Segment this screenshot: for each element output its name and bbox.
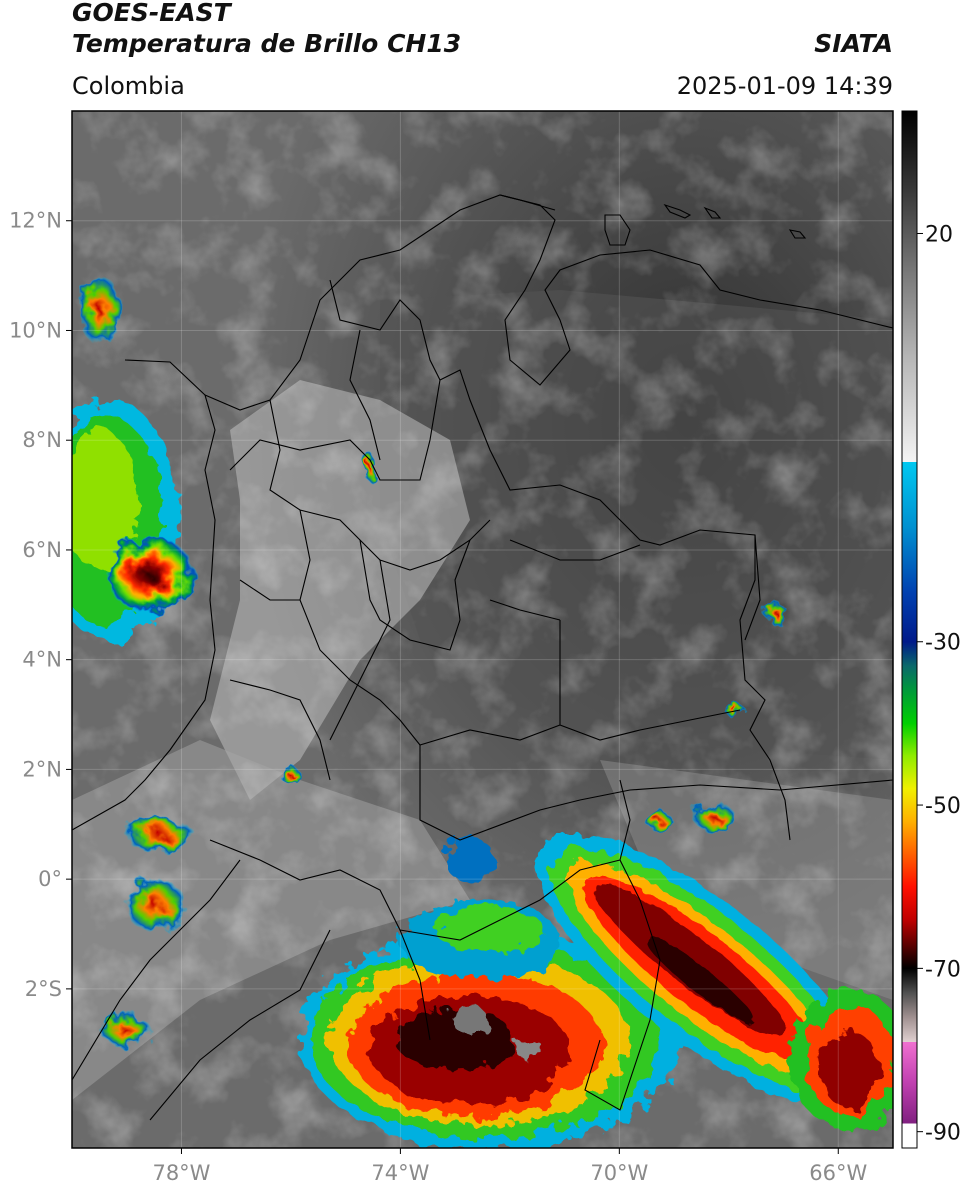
region-label: Colombia xyxy=(72,72,185,100)
colorbar-tick-label: -90 xyxy=(925,1121,961,1146)
lat-tick-label: 6°N xyxy=(22,538,62,562)
convection-south xyxy=(300,838,680,1148)
lon-tick-label: 78°W xyxy=(152,1161,210,1185)
satellite-image xyxy=(72,111,893,1148)
colorbar-tick-label: -30 xyxy=(925,631,961,656)
colorbar-tick-label: 20 xyxy=(925,222,953,247)
lat-tick-label: 8°N xyxy=(22,428,62,452)
lon-tick-label: 70°W xyxy=(590,1161,648,1185)
satellite-title: GOES-EAST xyxy=(72,0,231,27)
latitude-axis: 12°N 10°N 8°N 6°N 4°N 2°N 0° 2°S xyxy=(9,209,72,1001)
lat-tick-label: 12°N xyxy=(9,209,62,233)
borders xyxy=(72,194,893,1121)
lat-tick-label: 0° xyxy=(38,867,62,891)
colorbar: 20 -30 -50 -70 -90 xyxy=(901,110,961,1149)
convection-west xyxy=(72,275,195,1048)
colorbar-tick-label: -70 xyxy=(925,957,961,982)
lat-tick-label: 2°N xyxy=(22,757,62,781)
gridlines xyxy=(72,111,893,1148)
lat-tick-label: 10°N xyxy=(9,318,62,342)
lat-tick-label: 2°S xyxy=(25,977,62,1001)
lon-tick-label: 66°W xyxy=(809,1161,867,1185)
datetime-label: 2025-01-09 14:39 xyxy=(676,72,893,100)
product-title: Temperatura de Brillo CH13 xyxy=(72,29,462,58)
source-label: SIATA xyxy=(814,29,893,58)
lat-tick-label: 4°N xyxy=(22,648,62,672)
longitude-axis: 78°W 74°W 70°W 66°W xyxy=(152,1148,867,1185)
colorbar-tick-label: -50 xyxy=(925,794,961,819)
convection-southeast xyxy=(278,453,893,1130)
lon-tick-label: 74°W xyxy=(371,1161,429,1185)
map-frame xyxy=(71,110,894,1149)
